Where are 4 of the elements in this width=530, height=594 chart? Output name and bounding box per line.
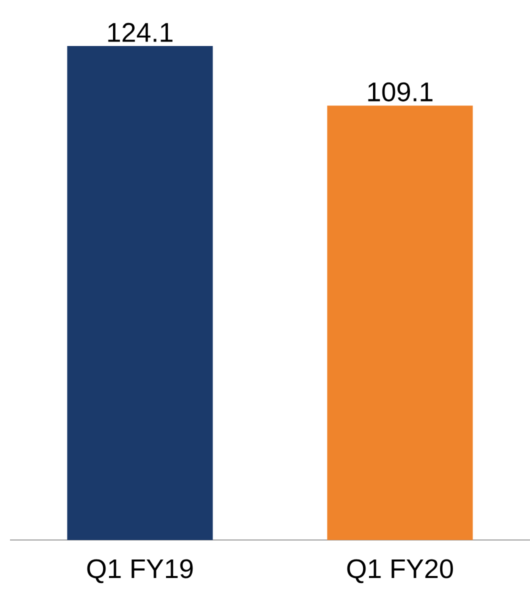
- x-tick-label: Q1 FY20: [347, 559, 453, 584]
- data-label: 109.1: [368, 82, 432, 102]
- x-tick-label: Q1 FY19: [87, 559, 193, 584]
- data-label: 124.1: [108, 22, 172, 42]
